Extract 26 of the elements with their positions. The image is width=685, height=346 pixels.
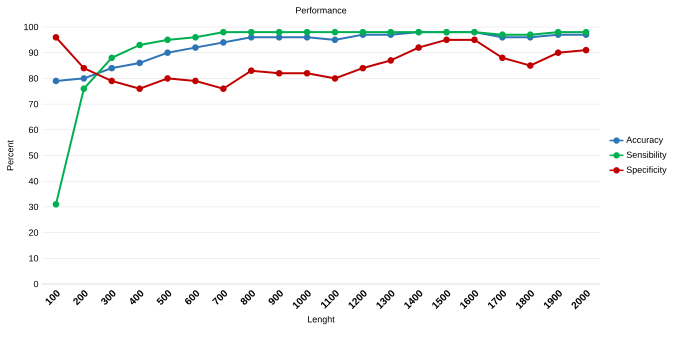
legend-label: Specificity <box>626 166 667 175</box>
x-tick-label: 200 <box>73 290 88 306</box>
y-tick-label: 10 <box>29 255 38 262</box>
y-tick-label: 60 <box>28 126 38 133</box>
y-tick-label: 0 <box>34 280 38 288</box>
chart-title: Performance <box>296 6 346 14</box>
y-tick-label: 50 <box>28 152 38 159</box>
legend-label: Accuracy <box>626 136 664 145</box>
y-tick-label: 30 <box>28 204 38 210</box>
x-tick-label: 800 <box>240 290 255 305</box>
y-tick-label: 90 <box>28 50 38 56</box>
x-tick-label: 700 <box>212 290 228 305</box>
legend-label: Sensibility <box>626 151 667 160</box>
x-tick-label: 600 <box>185 290 200 304</box>
x-axis-title: Lenght <box>308 316 335 324</box>
x-tick-label: 100 <box>46 290 60 306</box>
y-tick-label: 100 <box>24 24 38 30</box>
y-tick-label: 20 <box>28 229 38 236</box>
y-tick-label: 80 <box>28 75 38 82</box>
x-tick-label: 900 <box>268 290 283 305</box>
x-tick-label: 300 <box>101 290 116 305</box>
x-tick-label: 500 <box>156 290 172 305</box>
y-axis-title: Percent <box>7 140 14 170</box>
y-tick-label: 40 <box>28 178 38 184</box>
x-tick-label: 400 <box>130 290 144 305</box>
y-tick-label: 70 <box>28 100 38 108</box>
